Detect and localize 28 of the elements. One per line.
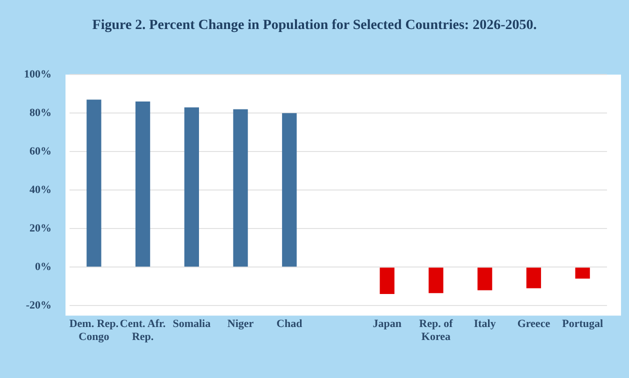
x-tick-label: Dem. Rep. Congo [69, 318, 119, 344]
y-tick-label: 60% [30, 145, 52, 158]
x-tick-label: Italy [474, 318, 496, 330]
bar [428, 268, 444, 294]
y-tick-label: 100% [24, 68, 52, 80]
bar [380, 268, 394, 294]
bar [282, 113, 297, 267]
y-tick-label: 80% [30, 106, 52, 119]
y-tick-label: -20% [26, 299, 52, 312]
x-tick-label: Somalia [172, 318, 212, 330]
bar [184, 107, 199, 267]
bar [478, 268, 492, 290]
y-tick-label: 0% [35, 260, 52, 273]
x-tick-label: Greece [517, 318, 550, 330]
bar [135, 102, 150, 267]
y-tick-label: 40% [30, 184, 52, 196]
bar [86, 100, 102, 267]
x-tick-label: Cent. Afr. Rep. [120, 318, 166, 344]
x-tick-label: Chad [276, 318, 302, 330]
x-tick-label: Portugal [562, 318, 604, 330]
bar [526, 268, 542, 288]
x-tick-label: Rep. of Korea [419, 318, 454, 344]
x-tick-label: Niger [227, 318, 254, 330]
bar [233, 109, 248, 267]
y-tick-label: 20% [30, 222, 52, 234]
x-tick-label: Japan [372, 318, 402, 330]
chart-title: Figure 2. Percent Change in Population for Selected Countries: 2026-2050. [91, 18, 538, 34]
bar [575, 268, 590, 279]
